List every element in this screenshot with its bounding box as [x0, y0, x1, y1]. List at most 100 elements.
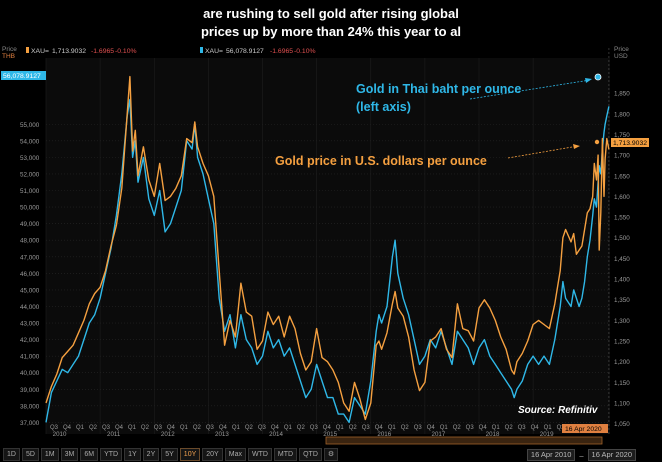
x-quarter-label: Q2	[557, 425, 566, 431]
x-year-label: 2013	[215, 431, 229, 438]
headline-line1: are rushing to sell gold after rising gl…	[203, 6, 459, 21]
x-quarter-label: Q4	[271, 425, 280, 431]
gear-icon[interactable]: ⚙	[323, 447, 339, 461]
right-tick-label: 1,150	[614, 380, 630, 387]
x-quarter-label: Q4	[323, 425, 332, 431]
range-button-1m[interactable]: 1M	[40, 447, 59, 461]
x-quarter-label: Q1	[388, 425, 397, 431]
legend-series1-pct: -0.10%	[115, 48, 137, 55]
x-quarter-label: Q4	[219, 425, 228, 431]
x-quarter-label: Q2	[297, 425, 306, 431]
x-quarter-label: Q4	[427, 425, 436, 431]
range-button-5y[interactable]: 5Y	[161, 447, 178, 461]
right-axis-unit: USD	[614, 53, 628, 60]
x-quarter-label: Q1	[544, 425, 553, 431]
x-quarter-label: Q3	[206, 425, 215, 431]
right-tick-label: 1,650	[614, 173, 630, 180]
legend-series2-change: -1.6965	[270, 48, 293, 55]
x-quarter-label: Q4	[375, 425, 384, 431]
right-tick-label: 1,750	[614, 132, 630, 139]
right-tick-label: 1,100	[614, 401, 630, 408]
x-year-label: 2014	[269, 431, 283, 438]
range-button-wtd[interactable]: WTD	[247, 447, 272, 461]
x-quarter-label: Q2	[89, 425, 98, 431]
range-highlight	[325, 436, 603, 445]
x-quarter-label: Q2	[245, 425, 254, 431]
range-button-3m[interactable]: 3M	[60, 447, 79, 461]
left-tick-label: 54,000	[20, 138, 40, 145]
source-label: Source: Refinitiv	[518, 405, 599, 416]
left-tick-label: 48,000	[20, 238, 40, 245]
right-tick-label: 1,050	[614, 421, 630, 428]
x-quarter-label: Q1	[76, 425, 85, 431]
x-quarter-label: Q1	[180, 425, 189, 431]
x-quarter-label: Q3	[258, 425, 267, 431]
x-quarter-label: Q1	[336, 425, 345, 431]
right-tick-label: 1,850	[614, 91, 630, 98]
left-tick-label: 53,000	[20, 155, 40, 162]
range-button-2y[interactable]: 2Y	[142, 447, 160, 461]
range-button-10y[interactable]: 10Y	[179, 447, 201, 461]
left-axis: 55,000 54,000 53,000 52,000 51,000 50,000 49,0…	[20, 122, 40, 427]
right-tick-label: 1,300	[614, 318, 630, 325]
x-quarter-label: Q1	[232, 425, 241, 431]
left-tick-label: 55,000	[20, 122, 40, 129]
left-last-value-badge: 56,078.9127	[1, 71, 46, 80]
x-quarter-label: Q3	[362, 425, 371, 431]
x-quarter-label: Q4	[531, 425, 540, 431]
x-quarter-label: Q3	[102, 425, 111, 431]
range-button-1y[interactable]: 1Y	[124, 447, 141, 461]
left-tick-label: 51,000	[20, 188, 40, 195]
date-from[interactable]: 16 Apr 2010	[526, 449, 576, 461]
x-quarter-label: Q4	[115, 425, 124, 431]
right-last-value: 1,713.9032	[613, 140, 647, 147]
left-tick-label: 47,000	[20, 254, 40, 261]
right-tick-label: 1,400	[614, 277, 630, 284]
x-quarter-label: Q2	[193, 425, 202, 431]
series-layer	[45, 75, 610, 424]
plot-area	[46, 58, 610, 434]
left-tick-label: 42,000	[20, 337, 40, 344]
range-button-mtd[interactable]: MTD	[273, 447, 298, 461]
range-button-max[interactable]: Max	[224, 447, 246, 461]
left-tick-label: 52,000	[20, 171, 40, 178]
x-quarter-label: Q3	[154, 425, 163, 431]
annotation-thb-arrow	[469, 79, 591, 100]
date-to[interactable]: 16 Apr 2020	[587, 449, 636, 461]
grid-lines	[45, 48, 610, 434]
x-quarter-label: Q2	[141, 425, 150, 431]
x-quarter-label: Q3	[310, 425, 319, 431]
range-button-qtd[interactable]: QTD	[299, 447, 322, 461]
right-tick-label: 1,450	[614, 256, 630, 263]
left-tick-label: 50,000	[20, 205, 40, 212]
range-button-1d[interactable]: 1D	[3, 447, 20, 461]
x-quarter-label: Q2	[505, 425, 514, 431]
left-tick-label: 41,000	[20, 354, 40, 361]
range-button-ytd[interactable]: YTD	[100, 447, 123, 461]
thb-end-marker	[594, 73, 602, 81]
left-last-value: 56,078.9127	[3, 73, 41, 80]
usd-end-marker	[594, 139, 600, 145]
range-button-20y[interactable]: 20Y	[202, 447, 223, 461]
x-year-label: 2010	[53, 431, 67, 438]
x-quarter-label: Q4	[167, 425, 176, 431]
date-separator: –	[579, 450, 584, 460]
left-tick-label: 37,000	[20, 420, 40, 427]
right-last-value-badge: 1,713.9032	[611, 138, 649, 147]
x-axis-end-label: 16 Apr 2020	[565, 426, 602, 433]
legend-series1-name: XAU=	[31, 48, 49, 55]
range-button-5d[interactable]: 5D	[21, 447, 39, 461]
right-tick-label: 1,700	[614, 153, 630, 160]
legend: XAU= 1,713.9032 -1.6965 -0.10% XAU= 56,0…	[26, 47, 316, 55]
right-tick-label: 1,550	[614, 215, 630, 222]
annotation-usd-line1: Gold price in U.S. dollars per ounce	[275, 154, 487, 168]
legend-series1-change: -1.6965	[91, 48, 114, 55]
legend-series2-name: XAU=	[205, 48, 223, 55]
x-year-label: 2019	[540, 431, 554, 438]
left-tick-label: 46,000	[20, 271, 40, 278]
right-tick-label: 1,350	[614, 297, 630, 304]
range-button-6m[interactable]: 6M	[80, 447, 99, 461]
series-line-thb	[45, 98, 610, 424]
left-tick-label: 40,000	[20, 370, 40, 377]
